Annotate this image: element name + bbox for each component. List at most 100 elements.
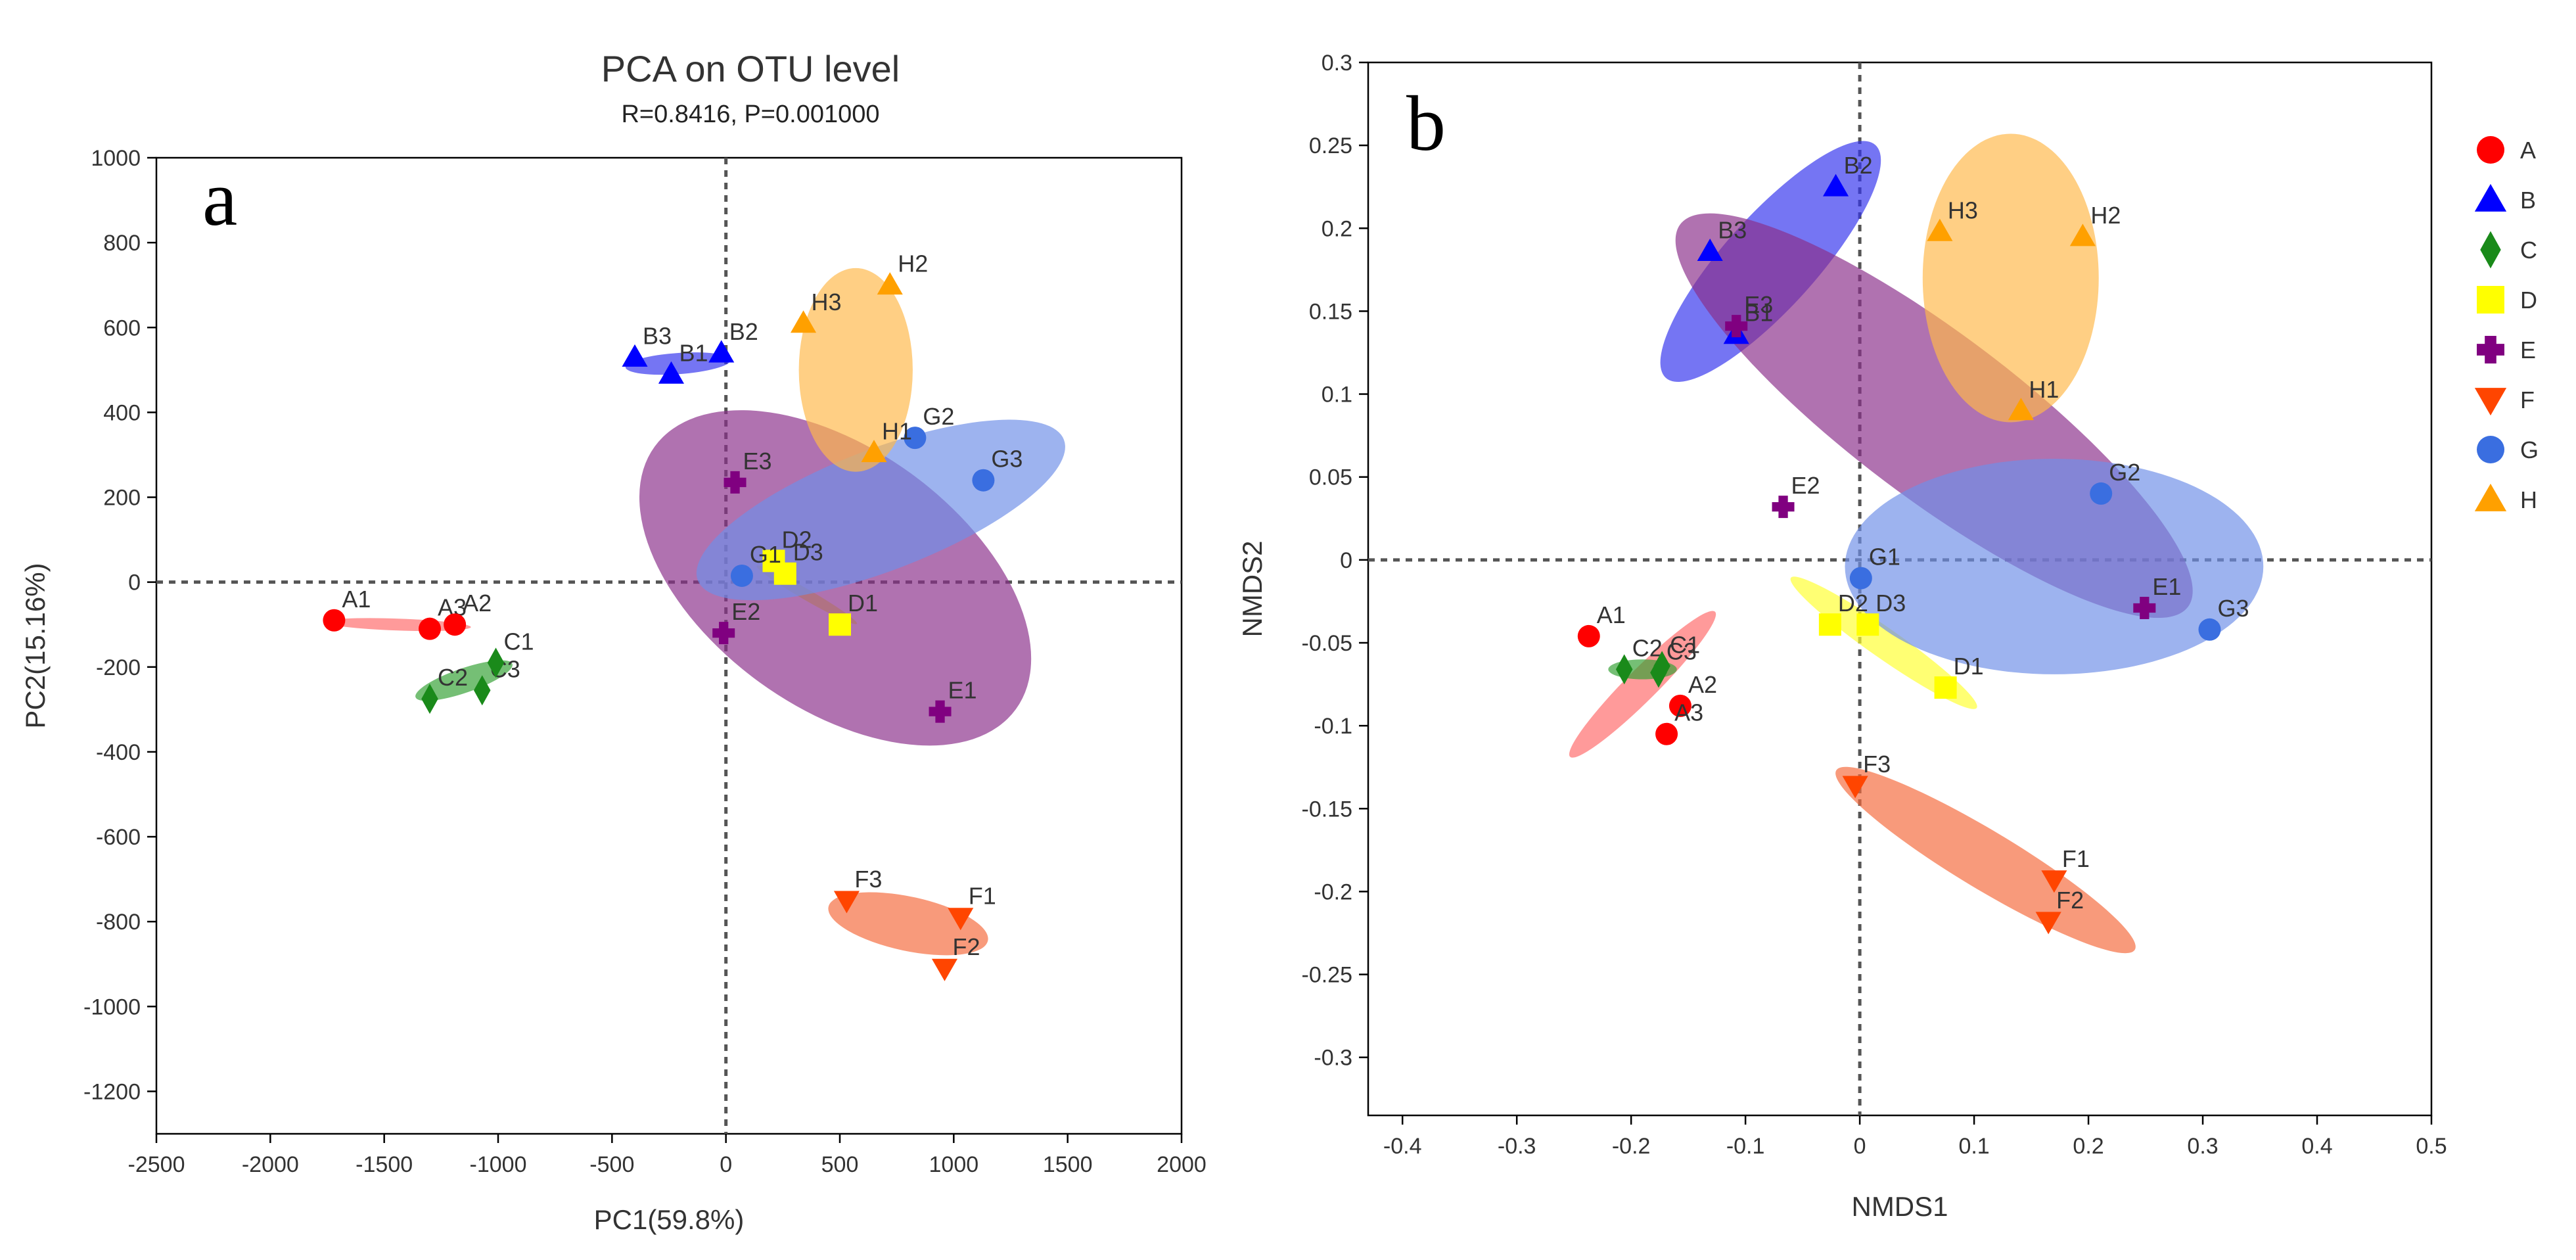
point-label-F1: F1	[2062, 845, 2090, 872]
point-label-A2: A2	[1688, 671, 1717, 698]
legend-label-G: G	[2520, 436, 2539, 463]
y-tick-label: 0.05	[1309, 465, 1352, 490]
point-C1	[487, 647, 505, 678]
group-ellipse-D	[1790, 576, 1977, 709]
point-label-E1: E1	[948, 677, 977, 704]
point-B3	[1697, 239, 1723, 262]
chart-panel-b: -0.4 -0.3 -0.2 -0.1 0 0.1 0.2 0.3 0.4 0.5 -0.3 -0.2…	[1237, 51, 2447, 1222]
legend-label-B: B	[2520, 187, 2536, 214]
point-E3	[1725, 315, 1748, 338]
y-axis-title: NMDS2	[1237, 540, 1268, 637]
y-tick-label: 0.25	[1309, 133, 1352, 158]
point-label-G2: G2	[2109, 459, 2140, 486]
y-tick-label: -800	[96, 910, 141, 935]
point-label-G3: G3	[2217, 595, 2249, 622]
point-label-G1: G1	[750, 541, 781, 568]
point-A1	[323, 609, 346, 632]
y-tick-label: 0.15	[1309, 299, 1352, 324]
point-label-B2: B2	[729, 318, 758, 345]
point-label-F2: F2	[952, 933, 980, 960]
point-F2	[931, 958, 958, 981]
point-C2	[421, 684, 438, 714]
legend-marker-A	[2477, 136, 2504, 164]
point-label-G2: G2	[923, 403, 954, 430]
point-C3	[473, 675, 491, 706]
x-tick-label: 1500	[1043, 1152, 1093, 1177]
x-tick-label: 0	[720, 1152, 732, 1177]
y-tick-label: 0.2	[1322, 216, 1352, 241]
x-tick-label: -0.3	[1498, 1134, 1536, 1159]
group-ellipse-A	[1569, 611, 1716, 758]
y-tick-label: 0.1	[1322, 383, 1352, 408]
point-F3	[1842, 776, 1868, 799]
y-tick-label: 800	[103, 231, 141, 256]
point-E1	[2133, 597, 2156, 620]
y-tick-label: -400	[96, 740, 141, 765]
y-tick-label: -0.25	[1302, 963, 1353, 988]
y-tick-label: -0.3	[1314, 1046, 1352, 1071]
legend-marker-H	[2474, 483, 2507, 511]
point-label-B1: B1	[679, 339, 708, 366]
point-label-E2: E2	[1791, 472, 1820, 499]
point-label-H2: H2	[2090, 202, 2121, 229]
point-label-G1: G1	[1869, 544, 1900, 571]
point-C2	[1615, 654, 1633, 685]
legend-marker-E	[2477, 336, 2504, 363]
chart-subtitle: R=0.8416, P=0.001000	[621, 101, 879, 128]
point-G1	[1849, 567, 1872, 590]
x-tick-label: -0.2	[1612, 1134, 1651, 1159]
legend-marker-F	[2474, 388, 2507, 416]
point-A1	[1577, 624, 1600, 647]
x-tick-label: 500	[821, 1152, 859, 1177]
point-label-E3: E3	[743, 448, 772, 475]
point-H2	[877, 272, 903, 295]
y-tick-label: -0.05	[1302, 631, 1353, 656]
y-tick-label: 200	[103, 486, 141, 511]
point-label-G3: G3	[991, 446, 1023, 473]
y-tick-label: -200	[96, 655, 141, 680]
x-tick-label: -2000	[242, 1152, 299, 1177]
y-tick-label: 600	[103, 315, 141, 340]
point-D2	[1818, 613, 1841, 636]
x-tick-label: 1000	[929, 1152, 979, 1177]
x-axis-title: NMDS1	[1851, 1191, 1948, 1222]
point-label-B3: B3	[1718, 217, 1747, 244]
legend-marker-G	[2477, 436, 2504, 463]
point-E2	[1772, 496, 1795, 519]
x-tick-label: -0.1	[1726, 1134, 1765, 1159]
point-A2	[1668, 694, 1691, 717]
group-ellipse-H	[1922, 133, 2099, 423]
point-G3	[2198, 618, 2221, 641]
point-H3	[790, 310, 817, 333]
point-H2	[2069, 223, 2096, 246]
point-label-H2: H2	[898, 250, 928, 277]
x-tick-label: 0.3	[2187, 1134, 2218, 1159]
point-label-C2: C2	[1632, 634, 1663, 661]
point-G2	[904, 427, 927, 450]
panel-label-a: a	[202, 154, 237, 242]
point-G3	[972, 469, 995, 492]
point-G1	[730, 564, 753, 587]
legend-label-A: A	[2520, 137, 2536, 164]
legend-label-H: H	[2520, 486, 2537, 513]
point-label-A1: A1	[342, 586, 371, 613]
legend-marker-B	[2474, 183, 2507, 212]
legend-label-C: C	[2520, 237, 2537, 264]
point-B2	[1823, 174, 1849, 197]
x-axis-title: PC1(59.8%)	[594, 1204, 745, 1235]
x-tick-label: -0.4	[1383, 1134, 1422, 1159]
y-tick-label: 0	[1340, 548, 1352, 573]
x-tick-label: -2500	[128, 1152, 185, 1177]
x-tick-label: 0	[1854, 1134, 1866, 1159]
point-G2	[2090, 482, 2113, 505]
point-label-E2: E2	[731, 598, 760, 625]
y-tick-label: -0.1	[1314, 714, 1352, 739]
point-label-B3: B3	[643, 322, 672, 349]
point-C1	[1653, 651, 1670, 682]
point-label-D3: D3	[1875, 590, 1906, 617]
y-axis-title: PC2(15.16%)	[20, 563, 51, 728]
point-label-F3: F3	[1863, 751, 1891, 778]
x-tick-label: 0.1	[1958, 1134, 1989, 1159]
x-tick-label: 0.5	[2416, 1134, 2447, 1159]
